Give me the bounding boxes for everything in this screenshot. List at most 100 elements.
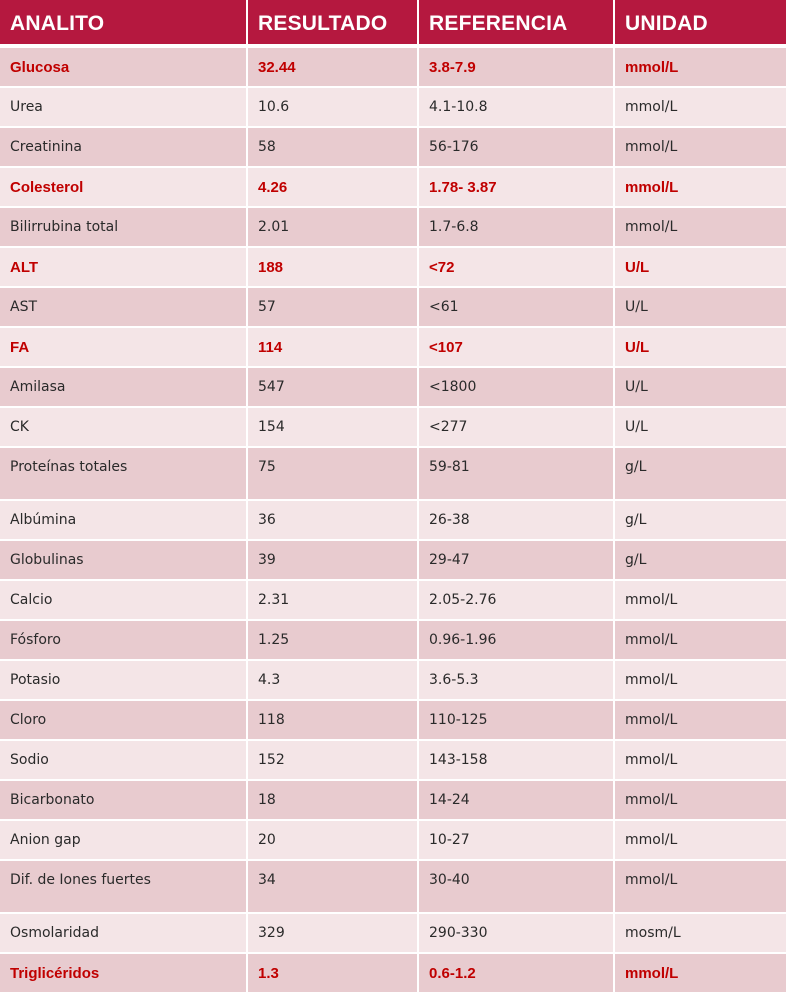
cell-unidad: g/L (615, 541, 786, 581)
cell-referencia: 26-38 (419, 501, 615, 541)
header-analito: ANALITO (0, 0, 248, 48)
cell-analito: Albúmina (0, 501, 248, 541)
table-row: Creatinina 58 56-176 mmol/L (0, 128, 786, 168)
table-row: ALT 188 <72 U/L (0, 248, 786, 288)
cell-resultado: 2.01 (248, 208, 419, 248)
cell-resultado: 4.26 (248, 168, 419, 208)
cell-unidad: mmol/L (615, 954, 786, 994)
table-row: Urea 10.6 4.1-10.8 mmol/L (0, 88, 786, 128)
cell-resultado: 32.44 (248, 48, 419, 88)
cell-analito: Triglicéridos (0, 954, 248, 994)
cell-analito: Potasio (0, 661, 248, 701)
cell-unidad: mmol/L (615, 621, 786, 661)
cell-referencia: <277 (419, 408, 615, 448)
cell-analito: Cloro (0, 701, 248, 741)
cell-referencia: 0.6-1.2 (419, 954, 615, 994)
header-referencia: REFERENCIA (419, 0, 615, 48)
table-row: Osmolaridad 329 290-330 mosm/L (0, 914, 786, 954)
cell-analito: Bilirrubina total (0, 208, 248, 248)
cell-resultado: 39 (248, 541, 419, 581)
table-header-row: ANALITO RESULTADO REFERENCIA UNIDAD (0, 0, 786, 48)
table-row: Glucosa 32.44 3.8-7.9 mmol/L (0, 48, 786, 88)
cell-analito: Globulinas (0, 541, 248, 581)
cell-referencia: 1.7-6.8 (419, 208, 615, 248)
table-row: Bilirrubina total 2.01 1.7-6.8 mmol/L (0, 208, 786, 248)
cell-unidad: mmol/L (615, 208, 786, 248)
cell-referencia: 3.8-7.9 (419, 48, 615, 88)
cell-unidad: mmol/L (615, 48, 786, 88)
cell-analito: FA (0, 328, 248, 368)
cell-referencia: 2.05-2.76 (419, 581, 615, 621)
table-row: Sodio 152 143-158 mmol/L (0, 741, 786, 781)
table-row: CK 154 <277 U/L (0, 408, 786, 448)
cell-referencia: 143-158 (419, 741, 615, 781)
table-row: FA 114 <107 U/L (0, 328, 786, 368)
cell-analito: Glucosa (0, 48, 248, 88)
cell-resultado: 18 (248, 781, 419, 821)
cell-referencia: 30-40 (419, 861, 615, 914)
header-unidad: UNIDAD (615, 0, 786, 48)
cell-resultado: 75 (248, 448, 419, 501)
table-row: Globulinas 39 29-47 g/L (0, 541, 786, 581)
cell-referencia: 10-27 (419, 821, 615, 861)
cell-unidad: U/L (615, 368, 786, 408)
cell-resultado: 36 (248, 501, 419, 541)
table-row: Albúmina 36 26-38 g/L (0, 501, 786, 541)
cell-analito: Proteínas totales (0, 448, 248, 501)
cell-referencia: 290-330 (419, 914, 615, 954)
cell-analito: Anion gap (0, 821, 248, 861)
cell-resultado: 20 (248, 821, 419, 861)
cell-referencia: 4.1-10.8 (419, 88, 615, 128)
cell-unidad: mmol/L (615, 741, 786, 781)
cell-referencia: 110-125 (419, 701, 615, 741)
cell-referencia: 3.6-5.3 (419, 661, 615, 701)
cell-analito: ALT (0, 248, 248, 288)
cell-unidad: mmol/L (615, 661, 786, 701)
cell-unidad: mmol/L (615, 128, 786, 168)
cell-referencia: 1.78- 3.87 (419, 168, 615, 208)
cell-referencia: 14-24 (419, 781, 615, 821)
cell-resultado: 57 (248, 288, 419, 328)
cell-resultado: 58 (248, 128, 419, 168)
cell-resultado: 1.25 (248, 621, 419, 661)
cell-unidad: U/L (615, 248, 786, 288)
cell-analito: AST (0, 288, 248, 328)
cell-analito: Osmolaridad (0, 914, 248, 954)
cell-resultado: 188 (248, 248, 419, 288)
cell-unidad: g/L (615, 448, 786, 501)
cell-unidad: mmol/L (615, 861, 786, 914)
cell-unidad: U/L (615, 328, 786, 368)
cell-analito: Calcio (0, 581, 248, 621)
cell-referencia: 56-176 (419, 128, 615, 168)
cell-unidad: mmol/L (615, 701, 786, 741)
cell-analito: CK (0, 408, 248, 448)
cell-unidad: g/L (615, 501, 786, 541)
cell-resultado: 10.6 (248, 88, 419, 128)
header-resultado: RESULTADO (248, 0, 419, 48)
table-row: Cloro 118 110-125 mmol/L (0, 701, 786, 741)
cell-unidad: mmol/L (615, 821, 786, 861)
cell-resultado: 154 (248, 408, 419, 448)
cell-analito: Colesterol (0, 168, 248, 208)
table-row: Proteínas totales 75 59-81 g/L (0, 448, 786, 501)
table-row: Amilasa 547 <1800 U/L (0, 368, 786, 408)
table-row: Anion gap 20 10-27 mmol/L (0, 821, 786, 861)
cell-analito: Bicarbonato (0, 781, 248, 821)
cell-resultado: 547 (248, 368, 419, 408)
cell-resultado: 2.31 (248, 581, 419, 621)
cell-referencia: 59-81 (419, 448, 615, 501)
cell-resultado: 152 (248, 741, 419, 781)
table-row: Potasio 4.3 3.6-5.3 mmol/L (0, 661, 786, 701)
cell-analito: Fósforo (0, 621, 248, 661)
table-row: Fósforo 1.25 0.96-1.96 mmol/L (0, 621, 786, 661)
cell-unidad: mmol/L (615, 168, 786, 208)
table-row: Bicarbonato 18 14-24 mmol/L (0, 781, 786, 821)
cell-resultado: 34 (248, 861, 419, 914)
cell-referencia: <1800 (419, 368, 615, 408)
cell-referencia: 0.96-1.96 (419, 621, 615, 661)
cell-unidad: U/L (615, 288, 786, 328)
table-row: Calcio 2.31 2.05-2.76 mmol/L (0, 581, 786, 621)
cell-resultado: 329 (248, 914, 419, 954)
cell-analito: Dif. de Iones fuertes (0, 861, 248, 914)
